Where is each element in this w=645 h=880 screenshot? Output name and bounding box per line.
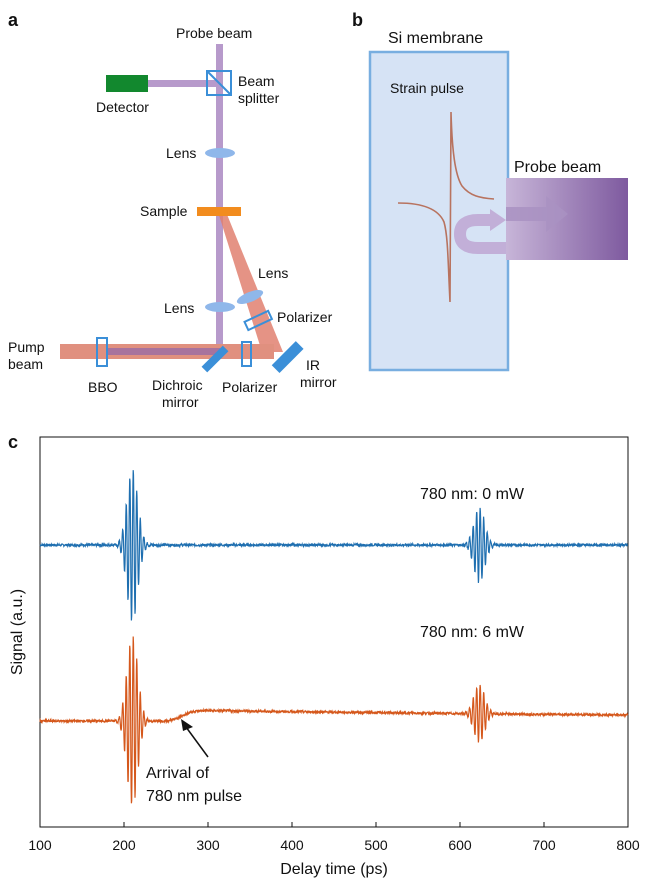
label-lens-top: Lens	[166, 145, 196, 161]
si-membrane	[368, 50, 510, 372]
label-pump-beam-1: Pump	[8, 339, 45, 355]
label-dichroic-1: Dichroic	[152, 377, 203, 393]
strain-pulse-curve	[397, 111, 495, 303]
probe-arrow-icon	[506, 196, 568, 232]
label-strain-pulse: Strain pulse	[390, 80, 464, 96]
series-0-line	[39, 470, 629, 621]
annotation-bottom-trace: 780 nm: 6 mW	[420, 624, 525, 641]
y-axis-label: Signal (a.u.)	[9, 589, 26, 675]
detector-icon	[106, 75, 148, 92]
lens-bottom-icon	[205, 302, 235, 312]
x-tick-label: 800	[616, 837, 640, 853]
label-pump-beam-2: beam	[8, 356, 43, 372]
x-tick-label: 400	[280, 837, 304, 853]
annotation-arrival-1: Arrival of	[146, 765, 210, 782]
label-lens-bottom: Lens	[164, 300, 194, 316]
dichroic-mirror-icon	[201, 345, 229, 373]
polarizer-bottom-icon	[241, 341, 252, 367]
label-probe-beam: Probe beam	[176, 25, 252, 41]
plot-frame	[39, 436, 629, 828]
probe-beam-to-detector	[148, 80, 220, 87]
label-beam-splitter-1: Beam	[238, 73, 275, 89]
panel-b-label: b	[352, 10, 363, 30]
label-polarizer-right: Polarizer	[277, 309, 333, 325]
x-axis-ticks: 100 200 300 400 500 600 700 800	[28, 822, 640, 853]
label-polarizer-bottom: Polarizer	[222, 379, 278, 395]
label-probe-beam-b: Probe beam	[514, 159, 601, 176]
panel-c-label: c	[8, 432, 18, 452]
bbo-icon	[96, 337, 108, 367]
x-tick-label: 600	[448, 837, 472, 853]
panel-a-label: a	[8, 10, 19, 30]
x-tick-label: 700	[532, 837, 556, 853]
label-sample: Sample	[140, 203, 188, 219]
lens-right-icon	[236, 290, 264, 304]
shg-beam	[108, 348, 220, 355]
annotation-arrival-2: 780 nm pulse	[146, 788, 242, 805]
uturn-arrow-icon	[453, 214, 506, 254]
label-bbo: BBO	[88, 379, 118, 395]
probe-beam-vertical	[216, 44, 223, 344]
label-ir-2: mirror	[300, 374, 337, 390]
x-tick-label: 200	[112, 837, 136, 853]
x-tick-label: 100	[28, 837, 52, 853]
x-axis-label: Delay time (ps)	[280, 861, 388, 878]
beam-splitter-icon	[206, 70, 232, 96]
x-tick-label: 300	[196, 837, 220, 853]
x-tick-label: 500	[364, 837, 388, 853]
pump-beam-angled	[218, 212, 283, 352]
series-1-line	[39, 636, 629, 804]
polarizer-right-icon	[243, 309, 274, 332]
sample-icon	[197, 207, 241, 216]
label-ir-1: IR	[306, 357, 320, 373]
label-beam-splitter-2: splitter	[238, 90, 280, 106]
label-membrane: Si membrane	[388, 30, 483, 47]
uturn-arrowhead-icon	[490, 209, 506, 231]
label-lens-right: Lens	[258, 265, 288, 281]
ir-mirror-icon	[271, 341, 304, 373]
beam-splitter-diagonal	[206, 70, 232, 96]
label-detector: Detector	[96, 99, 149, 115]
arrival-arrowhead-icon	[181, 719, 193, 731]
label-dichroic-2: mirror	[162, 394, 199, 410]
lens-top-icon	[205, 148, 235, 158]
arrival-arrow-line	[185, 726, 209, 758]
annotation-top-trace: 780 nm: 0 mW	[420, 486, 525, 503]
